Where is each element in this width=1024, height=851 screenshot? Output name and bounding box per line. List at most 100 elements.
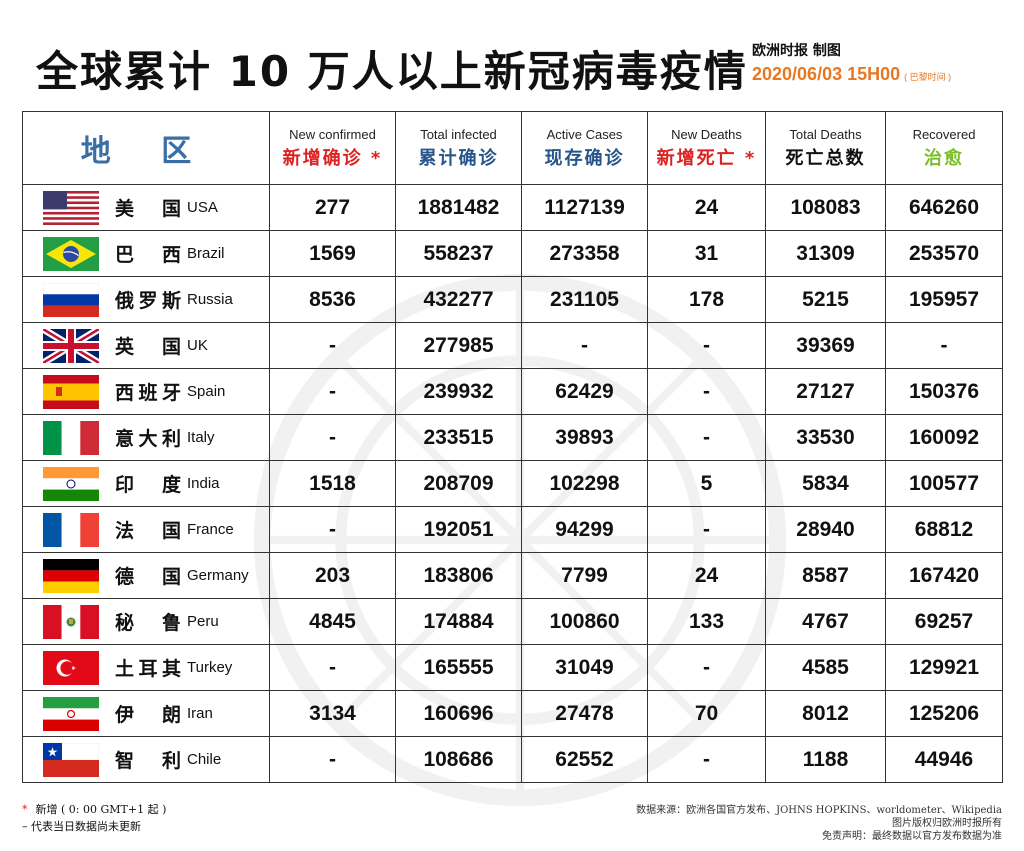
cell-active-cases: 273358: [521, 230, 648, 277]
country-cell: 智 利 Chile: [22, 736, 270, 783]
cell-active-cases: 231105: [521, 276, 648, 323]
iran-flag-icon: [43, 696, 99, 731]
cell-new-deaths: -: [647, 322, 766, 369]
cell-total-infected: 277985: [395, 322, 522, 369]
country-cell: 美 国 USA: [22, 184, 270, 231]
table-row: 俄罗斯 Russia 8536 432277 231105 178 5215 195957: [22, 276, 1003, 323]
country-cell: 秘 鲁 Peru: [22, 598, 270, 645]
country-name-zh: 秘 鲁: [115, 612, 181, 634]
france-flag-icon: [43, 512, 99, 547]
country-name-zh: 伊 朗: [115, 704, 181, 726]
date-time-label: 2020/06/03 15H00( 巴黎时间 ): [752, 64, 951, 85]
cell-new-deaths: 133: [647, 598, 766, 645]
cell-new-confirmed: 203: [269, 552, 396, 599]
cell-new-confirmed: 1569: [269, 230, 396, 277]
chile-flag-icon: [42, 742, 100, 777]
column-header-new-confirmed: New confirmed 新增确诊 *: [269, 111, 396, 185]
country-cell: 法 国 France: [22, 506, 270, 553]
country-name-zh: 意大利: [115, 428, 181, 450]
cell-new-deaths: 5: [647, 460, 766, 507]
table-row: 法 国 France -192051 94299-28940 68812: [22, 506, 1003, 553]
cell-total-infected: 192051: [395, 506, 522, 553]
cell-new-confirmed: -: [269, 414, 396, 461]
country-name-en: Chile: [187, 751, 222, 768]
footer-credits: 数据来源：欧洲各国官方发布、JOHNS HOPKINS、worldometer、…: [636, 804, 1002, 843]
cell-new-confirmed: -: [269, 644, 396, 691]
country-cell: 巴 西 Brazil: [22, 230, 270, 277]
cell-total-deaths: 4767: [765, 598, 886, 645]
table-row: 意大利 Italy -233515 39893-33530 160092: [22, 414, 1003, 461]
cell-new-confirmed: 277: [269, 184, 396, 231]
country-name-en: Russia: [187, 291, 233, 308]
cell-new-deaths: 24: [647, 184, 766, 231]
cell-new-deaths: -: [647, 506, 766, 553]
cell-total-infected: 1881482: [395, 184, 522, 231]
cell-total-infected: 165555: [395, 644, 522, 691]
brazil-flag-icon: [43, 236, 99, 271]
cell-active-cases: 100860: [521, 598, 648, 645]
cell-recovered: 100577: [885, 460, 1003, 507]
table-row: 秘 鲁 Peru 4845 174884 100860 133 4767 69257: [22, 598, 1003, 645]
cell-total-infected: 174884: [395, 598, 522, 645]
table-row: 伊 朗 Iran 3134 160696 27478 70 8012 125206: [22, 690, 1003, 737]
table-header-row: 地 区 New confirmed 新增确诊 * Total infected 累计…: [22, 111, 1003, 185]
cell-total-deaths: 28940: [765, 506, 886, 553]
cell-recovered: 195957: [885, 276, 1003, 323]
legend-star: *: [22, 803, 28, 816]
cell-total-deaths: 5215: [765, 276, 886, 323]
cell-recovered: 68812: [885, 506, 1003, 553]
table-row: 巴 西 Brazil 1569 558237 273358 31 31309 253570: [22, 230, 1003, 277]
cell-new-confirmed: 1518: [269, 460, 396, 507]
publisher-label: 欧洲时报 制图: [752, 43, 841, 59]
country-name-zh: 巴 西: [115, 244, 181, 266]
cell-active-cases: 39893: [521, 414, 648, 461]
cell-new-deaths: 24: [647, 552, 766, 599]
country-cell: 英 国 UK: [22, 322, 270, 369]
cell-new-confirmed: -: [269, 368, 396, 415]
country-name-en: Brazil: [187, 245, 225, 262]
country-name-en: UK: [187, 337, 208, 354]
country-cell: 伊 朗 Iran: [22, 690, 270, 737]
country-name-en: Iran: [187, 705, 213, 722]
country-name-en: India: [187, 475, 220, 492]
cell-recovered: 44946: [885, 736, 1003, 783]
cell-total-infected: 233515: [395, 414, 522, 461]
table-row: 美 国 USA 277 1881482 1127139 24 108083 646260: [22, 184, 1003, 231]
cell-recovered: 69257: [885, 598, 1003, 645]
cell-total-infected: 239932: [395, 368, 522, 415]
country-cell: 西班牙 Spain: [22, 368, 270, 415]
cell-active-cases: 1127139: [521, 184, 648, 231]
date-time-value: 2020/06/03 15H00: [752, 64, 901, 84]
column-header-total-infected: Total infected 累计确诊: [395, 111, 522, 185]
cell-active-cases: 62429: [521, 368, 648, 415]
cell-new-deaths: 178: [647, 276, 766, 323]
cell-recovered: 167420: [885, 552, 1003, 599]
cell-total-deaths: 27127: [765, 368, 886, 415]
country-name-zh: 美 国: [115, 198, 181, 220]
cell-new-confirmed: 3134: [269, 690, 396, 737]
country-name-zh: 智 利: [115, 750, 181, 772]
india-flag-icon: [43, 466, 99, 501]
cell-new-deaths: 31: [647, 230, 766, 277]
cell-recovered: 125206: [885, 690, 1003, 737]
legend-new-text: 新增 ( 0: 00 GMT+1 起 ): [35, 803, 167, 816]
cell-active-cases: 62552: [521, 736, 648, 783]
country-name-en: Germany: [187, 567, 249, 584]
country-cell: 德 国 Germany: [22, 552, 270, 599]
country-name-zh: 德 国: [115, 566, 181, 588]
cell-recovered: 253570: [885, 230, 1003, 277]
cell-new-confirmed: 8536: [269, 276, 396, 323]
country-name-en: France: [187, 521, 234, 538]
covid-stats-table: 地 区 New confirmed 新增确诊 * Total infected 累计…: [22, 111, 1003, 783]
country-name-zh: 俄罗斯: [115, 290, 181, 312]
country-name-en: USA: [187, 199, 218, 216]
country-cell: 土耳其 Turkey: [22, 644, 270, 691]
cell-total-deaths: 4585: [765, 644, 886, 691]
footer-legend: * 新增 ( 0: 00 GMT+1 起 ) – 代表当日数据尚未更新: [22, 801, 166, 835]
country-name-zh: 土耳其: [115, 658, 181, 680]
italy-flag-icon: [43, 420, 99, 455]
cell-active-cases: 94299: [521, 506, 648, 553]
cell-active-cases: 31049: [521, 644, 648, 691]
country-name-zh: 法 国: [115, 520, 181, 542]
cell-total-deaths: 39369: [765, 322, 886, 369]
